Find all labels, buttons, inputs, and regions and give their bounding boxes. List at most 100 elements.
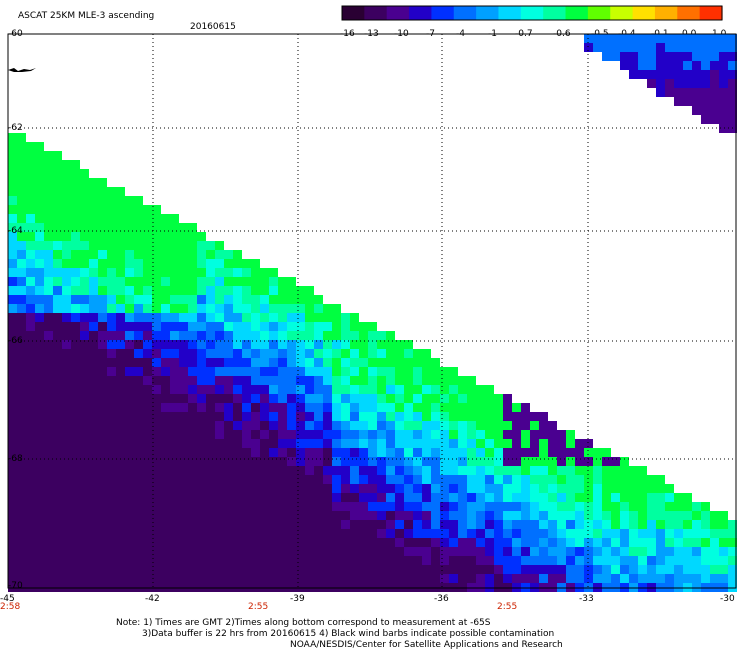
swath-cell (35, 295, 44, 304)
swath-cell (62, 376, 71, 385)
swath-cell (170, 304, 179, 313)
swath-cell (26, 484, 35, 493)
swath-cell (377, 412, 386, 421)
swath-cell (332, 538, 341, 547)
colorbar-swatch (364, 6, 388, 20)
swath-cell (143, 547, 152, 556)
swath-cell (584, 547, 593, 556)
swath-cell (62, 538, 71, 547)
swath-cell (161, 412, 170, 421)
swath-cell (494, 529, 503, 538)
swath-cell (701, 52, 710, 61)
swath-cell (368, 565, 377, 574)
swath-cell (17, 178, 26, 187)
swath-cell (125, 574, 134, 583)
swath-cell (143, 268, 152, 277)
swath-cell (8, 322, 17, 331)
swath-cell (377, 511, 386, 520)
swath-cell (89, 331, 98, 340)
swath-cell (125, 538, 134, 547)
swath-cell (98, 457, 107, 466)
swath-cell (341, 340, 350, 349)
swath-cell (242, 430, 251, 439)
swath-cell (260, 556, 269, 565)
swath-cell (35, 349, 44, 358)
swath-cell (197, 376, 206, 385)
swath-cell (26, 556, 35, 565)
swath-cell (170, 565, 179, 574)
swath-cell (683, 97, 692, 106)
swath-cell (215, 295, 224, 304)
swath-cell (143, 511, 152, 520)
swath-cell (134, 448, 143, 457)
swath-cell (575, 574, 584, 583)
swath-cell (98, 259, 107, 268)
swath-cell (215, 277, 224, 286)
swath-cell (80, 493, 89, 502)
swath-cell (611, 457, 620, 466)
swath-cell (674, 520, 683, 529)
swath-cell (629, 529, 638, 538)
swath-cell (278, 277, 287, 286)
swath-cell (53, 394, 62, 403)
swath-cell (80, 187, 89, 196)
swath-cell (35, 178, 44, 187)
swath-cell (278, 475, 287, 484)
swath-cell (512, 493, 521, 502)
swath-cell (125, 205, 134, 214)
swath-cell (251, 430, 260, 439)
swath-cell (368, 484, 377, 493)
swath-cell (251, 394, 260, 403)
swath-cell (17, 502, 26, 511)
swath-cell (134, 277, 143, 286)
swath-cell (521, 430, 530, 439)
swath-cell (197, 565, 206, 574)
swath-cell (206, 466, 215, 475)
swath-cell (44, 268, 53, 277)
swath-cell (26, 511, 35, 520)
swath-cell (26, 187, 35, 196)
swath-cell (188, 313, 197, 322)
swath-cell (458, 439, 467, 448)
swath-cell (557, 439, 566, 448)
swath-cell (341, 538, 350, 547)
swath-cell (629, 475, 638, 484)
swath-cell (476, 493, 485, 502)
swath-cell (305, 538, 314, 547)
swath-cell (8, 340, 17, 349)
swath-cell (350, 394, 359, 403)
swath-cell (521, 538, 530, 547)
swath-cell (314, 313, 323, 322)
swath-cell (98, 484, 107, 493)
swath-cell (314, 484, 323, 493)
swath-cell (674, 556, 683, 565)
swath-cell (485, 412, 494, 421)
swath-cell (251, 556, 260, 565)
swath-cell (620, 511, 629, 520)
swath-cell (260, 385, 269, 394)
swath-cell (35, 268, 44, 277)
swath-cell (242, 259, 251, 268)
swath-cell (134, 205, 143, 214)
swath-cell (116, 223, 125, 232)
swath-cell (35, 457, 44, 466)
swath-cell (269, 412, 278, 421)
swath-cell (161, 331, 170, 340)
swath-cell (170, 250, 179, 259)
swath-cell (296, 304, 305, 313)
swath-cell (620, 34, 629, 43)
swath-cell (152, 277, 161, 286)
swath-cell (647, 574, 656, 583)
swath-cell (467, 538, 476, 547)
swath-cell (728, 565, 737, 574)
swath-cell (143, 376, 152, 385)
swath-cell (179, 268, 188, 277)
swath-cell (287, 394, 296, 403)
swath-cell (692, 106, 701, 115)
swath-cell (269, 331, 278, 340)
swath-cell (359, 367, 368, 376)
swath-cell (476, 457, 485, 466)
swath-cell (233, 430, 242, 439)
swath-cell (179, 511, 188, 520)
swath-cell (350, 412, 359, 421)
